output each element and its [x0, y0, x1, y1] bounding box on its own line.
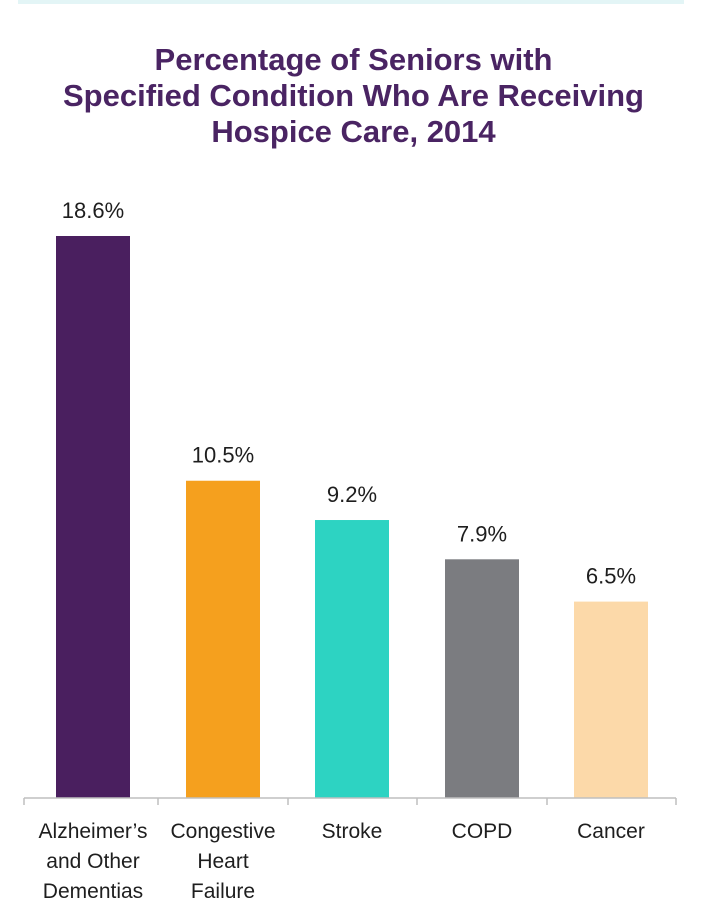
category-label-5-line-1: Cancer — [577, 820, 645, 843]
bar-1 — [56, 236, 130, 798]
value-label-3: 9.2% — [327, 482, 377, 507]
chart-title-line-2: Specified Condition Who Are Receiving — [62, 78, 644, 113]
bar-4 — [445, 559, 519, 798]
value-label-1: 18.6% — [62, 198, 124, 223]
category-label-2-line-1: Congestive — [170, 820, 275, 843]
category-label-3-line-1: Stroke — [322, 820, 383, 843]
bar-2 — [186, 480, 260, 798]
category-label-2-line-2: Heart — [197, 850, 249, 873]
category-label-4-line-1: COPD — [452, 820, 513, 843]
category-label-1-line-2: and Other — [46, 850, 139, 873]
bar-3 — [315, 520, 389, 798]
value-label-2: 10.5% — [192, 443, 254, 468]
category-label-1-line-3: Dementias — [43, 880, 143, 900]
bar-5 — [574, 601, 648, 798]
category-label-2-line-3: Failure — [191, 880, 255, 900]
chart-title-line-1: Percentage of Seniors with — [154, 42, 553, 77]
top-border — [18, 0, 684, 4]
value-label-5: 6.5% — [586, 564, 636, 589]
category-label-1-line-1: Alzheimer’s — [39, 820, 148, 843]
chart-title: Percentage of Seniors with Specified Con… — [0, 42, 707, 150]
chart-title-line-3: Hospice Care, 2014 — [211, 114, 496, 149]
value-label-4: 7.9% — [457, 521, 507, 546]
